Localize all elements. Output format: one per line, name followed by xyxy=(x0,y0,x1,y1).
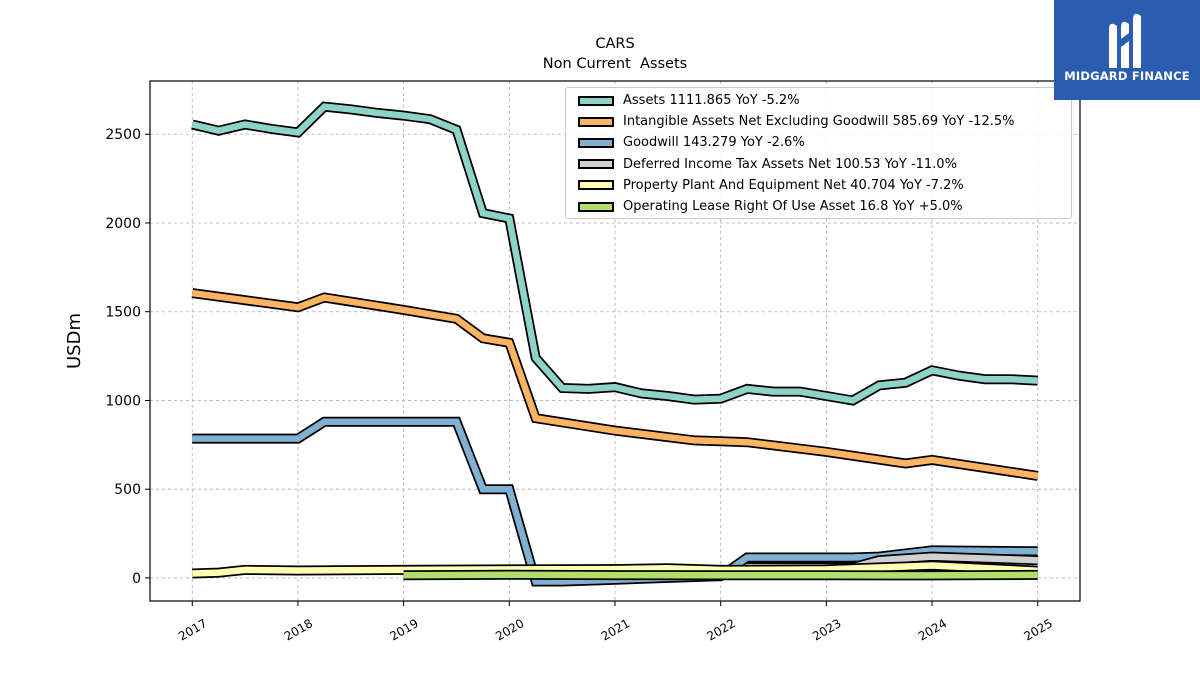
x-tick-label: 2024 xyxy=(916,616,949,643)
x-tick-label: 2025 xyxy=(1022,616,1055,643)
legend-item: Operating Lease Right Of Use Asset 16.8 … xyxy=(578,196,1071,217)
y-tick-label: 2500 xyxy=(105,127,141,143)
legend-swatch xyxy=(578,116,614,127)
chart-legend: Assets 1111.865 YoY -5.2% Intangible Asse… xyxy=(565,87,1072,219)
x-tick-label: 2019 xyxy=(387,616,420,643)
brand-logo: MIDGARD FINANCE xyxy=(1054,0,1200,100)
legend-label: Intangible Assets Net Excluding Goodwill… xyxy=(623,114,1015,130)
y-tick-label: 0 xyxy=(132,571,141,587)
legend-swatch xyxy=(578,159,614,170)
legend-swatch xyxy=(578,95,614,106)
legend-label: Goodwill 143.279 YoY -2.6% xyxy=(623,135,805,151)
series-layer xyxy=(191,101,1039,587)
series-line-0 xyxy=(191,103,1038,404)
legend-label: Assets 1111.865 YoY -5.2% xyxy=(623,93,800,109)
x-tick-label: 2021 xyxy=(599,616,632,643)
legend-label: Operating Lease Right Of Use Asset 16.8 … xyxy=(623,199,963,215)
y-tick-label: 1000 xyxy=(105,393,141,409)
x-tick-label: 2018 xyxy=(282,616,315,643)
series-line-4 xyxy=(192,562,1038,577)
legend-label: Deferred Income Tax Assets Net 100.53 Yo… xyxy=(623,156,957,172)
chart-subtitle: Non Current Assets xyxy=(543,56,687,72)
legend-label: Property Plant And Equipment Net 40.704 … xyxy=(623,177,964,193)
x-axis: 2017 2018 2019 2020 2021 2022 2023 2024 2025 xyxy=(176,601,1055,644)
legend-item: Assets 1111.865 YoY -5.2% xyxy=(578,90,1071,111)
series-line-5 xyxy=(403,571,1038,579)
x-tick-label: 2022 xyxy=(704,616,737,643)
legend-swatch xyxy=(578,180,614,191)
series-line-2 xyxy=(192,418,1038,585)
y-axis-label: USDm xyxy=(64,313,85,369)
legend-item: Intangible Assets Net Excluding Goodwill… xyxy=(578,111,1071,132)
y-tick-label: 500 xyxy=(114,482,141,498)
legend-item: Deferred Income Tax Assets Net 100.53 Yo… xyxy=(578,154,1071,175)
midgard-m-logo-icon xyxy=(1109,13,1141,68)
series-line-1 xyxy=(191,289,1039,480)
legend-item: Property Plant And Equipment Net 40.704 … xyxy=(578,175,1071,196)
x-tick-label: 2020 xyxy=(493,616,526,643)
y-tick-label: 1500 xyxy=(105,305,141,321)
legend-item: Goodwill 143.279 YoY -2.6% xyxy=(578,132,1071,153)
y-axis: 0 500 1000 1500 2000 2500 xyxy=(105,127,150,587)
y-tick-label: 2000 xyxy=(105,216,141,232)
x-tick-label: 2017 xyxy=(176,616,209,643)
x-tick-label: 2023 xyxy=(810,616,843,643)
brand-name: MIDGARD FINANCE xyxy=(1064,69,1190,83)
chart-title: CARS xyxy=(595,36,634,52)
legend-swatch xyxy=(578,137,614,148)
legend-swatch xyxy=(578,201,614,212)
